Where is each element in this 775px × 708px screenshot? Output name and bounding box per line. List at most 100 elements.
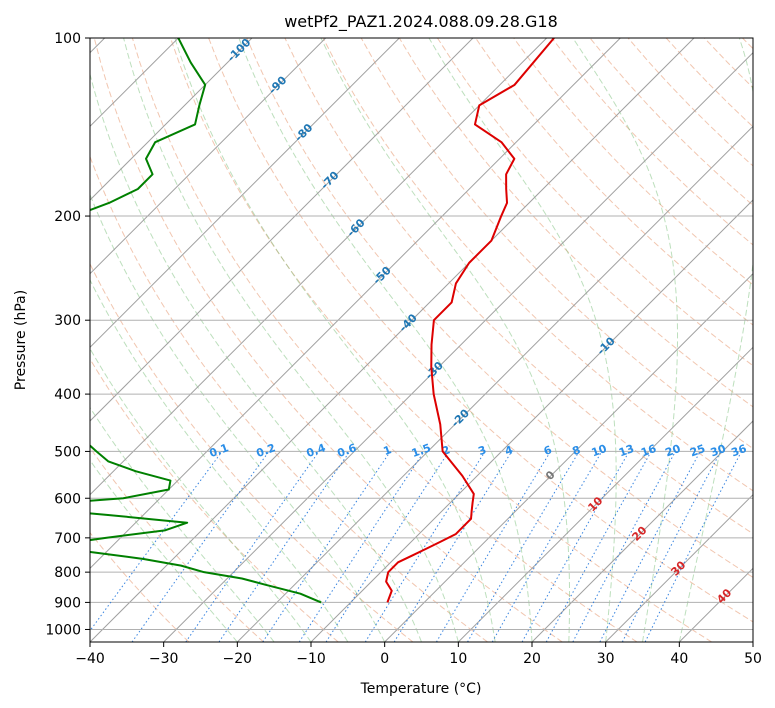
y-tick-label: 800 xyxy=(54,565,81,581)
plot-frame xyxy=(89,37,754,643)
x-tick-label: −40 xyxy=(75,651,105,667)
y-tick-label: 300 xyxy=(54,313,81,329)
mixing-ratio-label: 13 xyxy=(617,442,636,459)
moist-adiabat xyxy=(320,38,571,642)
x-tick-label: −10 xyxy=(296,651,326,667)
y-axis-label: Pressure (hPa) xyxy=(13,290,29,390)
dry-adiabat xyxy=(742,38,753,50)
mixing-ratio-label: 20 xyxy=(663,442,682,460)
isotherm xyxy=(90,38,621,570)
moist-adiabat xyxy=(678,38,753,642)
mixing-ratio-label: 3 xyxy=(476,443,488,458)
moist-adiabat xyxy=(174,38,496,642)
dry-adiabat xyxy=(131,38,638,642)
y-axis: 1000 900 800 700 600 500 400 300 200 100 xyxy=(45,31,90,638)
dry-adiabat xyxy=(90,531,190,642)
dry-adiabat xyxy=(398,38,753,408)
isotherms xyxy=(90,38,753,642)
isotherm xyxy=(605,493,753,642)
isotherm xyxy=(678,567,753,642)
mixing-ratio-line xyxy=(644,451,742,642)
temperature-profile xyxy=(385,38,555,603)
moist-adiabat xyxy=(90,347,312,642)
isotherm xyxy=(752,641,753,642)
x-tick-label: 0 xyxy=(380,651,389,667)
mixing-ratio-label: 8 xyxy=(571,443,583,458)
dry-adiabat xyxy=(475,38,753,326)
isotherm xyxy=(90,38,327,275)
dry-adiabat xyxy=(90,446,264,642)
dry-adiabat xyxy=(360,38,753,450)
mixing-ratio-label: 0.1 xyxy=(208,441,231,460)
x-tick-label: 10 xyxy=(449,651,467,667)
y-tick-label: 500 xyxy=(54,444,81,460)
isotherm xyxy=(384,272,753,642)
isotherm xyxy=(236,125,753,642)
isotherm xyxy=(531,420,753,642)
dry-adiabat xyxy=(90,262,414,642)
x-tick-label: 40 xyxy=(670,651,688,667)
moist-adiabat xyxy=(428,38,617,642)
data-series xyxy=(90,38,555,604)
moist-adiabat xyxy=(238,38,533,642)
y-tick-label: 200 xyxy=(54,209,81,225)
dewpoint-profile xyxy=(90,38,322,604)
mixing-ratio-label: 0.2 xyxy=(255,441,278,460)
mixing-ratio-lines xyxy=(90,451,742,642)
mixing-ratio-label: 25 xyxy=(688,442,707,459)
moist-adiabat xyxy=(90,406,275,642)
isotherm xyxy=(163,51,753,642)
dry-adiabats xyxy=(90,38,753,642)
x-axis-label: Temperature (°C) xyxy=(360,681,482,697)
mixing-ratio-label: 30 xyxy=(709,442,728,460)
mixing-ratio-line xyxy=(218,451,351,642)
mixing-ratio-label: 1 xyxy=(382,443,394,458)
x-axis: −40 −30 −20 −10 0 10 20 30 40 50 xyxy=(75,642,762,667)
isotherm xyxy=(90,38,695,642)
moist-adiabat xyxy=(90,278,349,642)
dry-adiabat xyxy=(208,38,753,623)
isotherm xyxy=(90,38,253,201)
isotherm-label: -60 xyxy=(344,216,367,239)
dry-adiabat xyxy=(589,38,753,206)
moist-adiabat xyxy=(123,38,459,642)
y-tick-label: 900 xyxy=(54,595,81,611)
mixing-ratio-line xyxy=(521,451,630,642)
isotherm xyxy=(310,199,753,642)
y-tick-label: 100 xyxy=(54,31,81,47)
x-tick-label: 50 xyxy=(744,651,762,667)
dry-adiabat xyxy=(437,38,753,367)
mixing-ratio-line xyxy=(298,451,425,642)
y-tick-label: 400 xyxy=(54,387,81,403)
y-tick-label: 700 xyxy=(54,531,81,547)
isotherm-label: -90 xyxy=(266,73,289,96)
mixing-ratio-line xyxy=(393,451,513,642)
mixing-ratio-line xyxy=(572,451,676,642)
isotherm xyxy=(457,346,753,642)
mixing-ratio-label: 36 xyxy=(730,442,749,460)
plot-area: 0.1 0.2 0.4 0.6 1 1.5 2 3 4 6 8 10 13 16 20 25 30 36-100-… xyxy=(90,38,753,642)
dry-adiabat xyxy=(513,38,753,286)
isotherm xyxy=(90,38,548,496)
mixing-ratio-label: 10 xyxy=(590,442,609,460)
mixing-ratio-line xyxy=(435,451,552,642)
x-tick-label: −30 xyxy=(149,651,179,667)
mixing-ratio-line xyxy=(185,451,320,642)
y-tick-label: 600 xyxy=(54,491,81,507)
mixing-ratio-line xyxy=(545,451,652,642)
dry-adiabat xyxy=(90,155,488,642)
isotherm-label: 30 xyxy=(668,558,688,578)
dry-adiabat xyxy=(703,38,753,89)
isotherm-label: 0 xyxy=(543,468,558,483)
moist-adiabat xyxy=(572,38,679,642)
mixing-ratio-label: 2 xyxy=(440,443,452,458)
mixing-ratio-line xyxy=(621,451,722,642)
dry-adiabat xyxy=(90,358,339,642)
isotherm xyxy=(90,38,474,422)
mixing-ratio-label: 16 xyxy=(639,442,658,460)
dry-adiabat xyxy=(246,38,753,578)
mixing-ratio-label: 6 xyxy=(542,443,554,458)
mixing-ratio-label: 1.5 xyxy=(410,441,433,460)
mixing-ratio-line xyxy=(131,451,270,642)
